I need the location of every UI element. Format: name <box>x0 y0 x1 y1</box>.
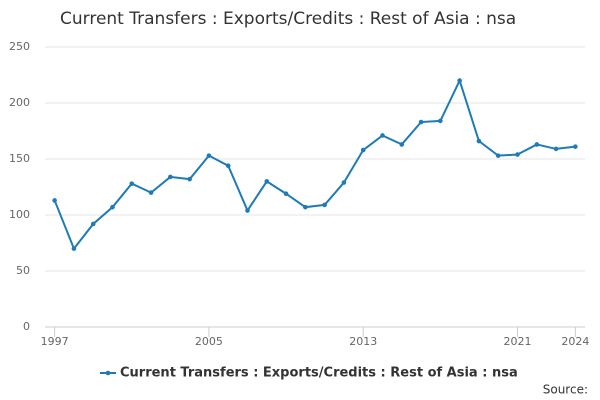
data-point <box>264 179 270 184</box>
data-point <box>148 190 154 195</box>
legend-marker <box>105 370 111 376</box>
data-point <box>341 180 347 185</box>
x-tick-label: 2013 <box>349 335 377 348</box>
data-point <box>129 181 135 186</box>
x-tick-label: 2021 <box>504 335 532 348</box>
y-tick-label: 250 <box>9 40 30 53</box>
y-tick-label: 200 <box>9 96 30 109</box>
y-tick-label: 100 <box>9 208 30 221</box>
data-point <box>90 221 96 227</box>
data-point <box>245 208 250 213</box>
data-point <box>380 133 385 138</box>
y-tick-label: 150 <box>9 152 30 165</box>
x-tick-label: 1997 <box>41 335 69 348</box>
legend-label: Current Transfers : Exports/Credits : Re… <box>120 366 518 381</box>
data-point <box>225 163 231 169</box>
chart-title: Current Transfers : Exports/Credits : Re… <box>60 9 516 29</box>
data-point <box>322 202 327 208</box>
data-point <box>283 191 289 197</box>
data-point <box>303 204 308 210</box>
data-point <box>206 153 212 158</box>
data-point <box>52 198 57 203</box>
data-point <box>399 142 405 147</box>
x-tick-label: 2005 <box>195 335 223 348</box>
series-line <box>53 77 576 251</box>
data-point <box>457 78 462 83</box>
data-point <box>438 118 443 124</box>
data-point <box>360 147 366 153</box>
data-point <box>534 142 540 147</box>
y-tick-label: 0 <box>23 320 30 333</box>
data-point <box>418 119 424 125</box>
data-point <box>476 138 482 144</box>
x-tick-label: 2024 <box>561 335 589 348</box>
y-tick-label: 50 <box>16 264 30 277</box>
data-point <box>110 204 115 210</box>
data-point <box>168 174 173 180</box>
data-point <box>187 176 192 182</box>
source: Source: <box>543 383 588 397</box>
data-point <box>495 153 501 158</box>
data-point <box>515 152 520 157</box>
data-point <box>71 246 77 251</box>
data-point <box>553 146 559 152</box>
data-point <box>573 144 578 149</box>
